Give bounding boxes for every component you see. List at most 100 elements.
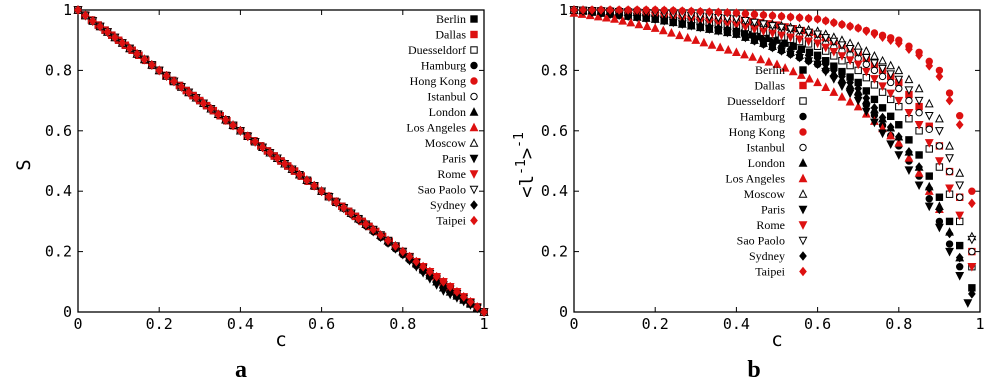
data-point: [741, 8, 750, 19]
ylabel-outer-exponent: -1: [512, 132, 527, 148]
data-point: [714, 23, 723, 34]
data-point: [886, 70, 896, 79]
data-point: [642, 13, 651, 23]
data-point: [968, 187, 976, 195]
legend-marker-taipei: [799, 266, 807, 277]
data-point: [853, 60, 863, 70]
data-point: [111, 32, 119, 43]
data-point: [813, 77, 823, 87]
legend-marker-paris: [469, 154, 479, 164]
legend-marker-rome: [469, 170, 479, 179]
data-point: [878, 32, 887, 42]
data-point: [691, 35, 701, 44]
data-point: [795, 27, 804, 36]
legend-marker-duesseldorf: [799, 97, 807, 105]
data-point: [845, 89, 855, 99]
legend-label-sao-paolo: Sao Paolo: [737, 234, 785, 248]
data-point: [266, 147, 274, 158]
panel-a-y-tick-label: 1: [63, 1, 72, 19]
data-point: [669, 5, 678, 16]
data-point: [821, 43, 831, 53]
data-point: [184, 87, 193, 98]
data-point: [845, 44, 855, 54]
data-point: [813, 53, 822, 64]
data-point: [886, 130, 896, 140]
data-point: [453, 287, 461, 297]
data-point: [723, 7, 732, 18]
data-point: [955, 252, 964, 263]
data-point: [332, 197, 341, 207]
data-point: [894, 96, 904, 106]
data-point: [570, 5, 578, 15]
data-point: [846, 77, 854, 88]
data-point: [610, 14, 620, 23]
data-point: [914, 181, 924, 191]
data-point: [687, 19, 696, 30]
data-point: [140, 54, 149, 65]
data-point: [295, 169, 304, 180]
data-point: [829, 75, 839, 84]
data-point: [925, 61, 934, 71]
data-point: [968, 289, 976, 299]
legend-marker-istanbul: [470, 92, 478, 101]
legend-marker-los-angeles: [798, 173, 808, 183]
data-point: [905, 44, 913, 55]
data-point: [325, 191, 333, 202]
legend-label-london: London: [748, 156, 785, 170]
data-point: [759, 10, 768, 20]
legend-label-sao-paolo: Sao Paolo: [418, 183, 466, 197]
data-point: [133, 49, 141, 59]
legend-label-berlin: Berlin: [436, 12, 466, 26]
data-point: [147, 60, 156, 70]
ylabel-base: l: [516, 175, 538, 186]
legend-marker-moscow: [798, 189, 808, 198]
legend-label-paris: Paris: [761, 203, 785, 217]
data-point: [804, 28, 813, 38]
data-point: [615, 10, 623, 20]
panel-b-series-taipei: [570, 5, 976, 209]
data-point: [780, 63, 790, 72]
data-point: [915, 151, 923, 159]
data-point: [934, 223, 944, 233]
data-point: [398, 246, 407, 257]
data-point: [813, 30, 823, 40]
data-point: [934, 127, 944, 136]
data-point: [795, 12, 804, 23]
legend-label-los-angeles: Los Angeles: [725, 172, 785, 186]
panel-a-y-tick-label: 0.6: [45, 122, 72, 140]
legend-label-rome: Rome: [756, 218, 785, 232]
legend-label-hong-kong: Hong Kong: [410, 74, 466, 88]
data-point: [829, 47, 839, 57]
data-point: [878, 55, 887, 65]
data-point: [853, 48, 863, 58]
panel-b-label: b: [747, 357, 760, 383]
data-point: [837, 52, 847, 61]
data-point: [935, 193, 944, 201]
data-point: [905, 96, 913, 105]
ylabel-text: S: [13, 159, 35, 170]
legend-label-taipei: Taipei: [436, 214, 466, 228]
panel-a-x-tick-label: 0: [73, 315, 82, 333]
data-point: [924, 98, 934, 108]
data-point: [651, 5, 660, 15]
data-point: [699, 37, 709, 47]
panel-a-x-tick-label: 0.2: [146, 315, 173, 333]
data-point: [750, 32, 759, 42]
legend-label-duesseldorf: Duesseldorf: [408, 43, 466, 57]
data-point: [904, 86, 914, 95]
data-point: [650, 23, 660, 32]
data-point: [170, 76, 178, 87]
panel-a-plot-frame: [77, 9, 485, 313]
data-point: [845, 96, 855, 106]
panel-a-x-tick-label: 0.6: [308, 315, 335, 333]
data-point: [280, 158, 289, 169]
data-point: [878, 64, 887, 74]
panel-a-x-tick-label: 0.8: [389, 315, 416, 333]
data-point: [705, 7, 714, 17]
legend-marker-dallas: [470, 30, 478, 39]
data-point: [904, 108, 914, 118]
data-point: [956, 263, 964, 271]
panel-b-x-tick-label: 0.4: [723, 315, 750, 333]
legend-marker-hamburg: [470, 61, 478, 70]
